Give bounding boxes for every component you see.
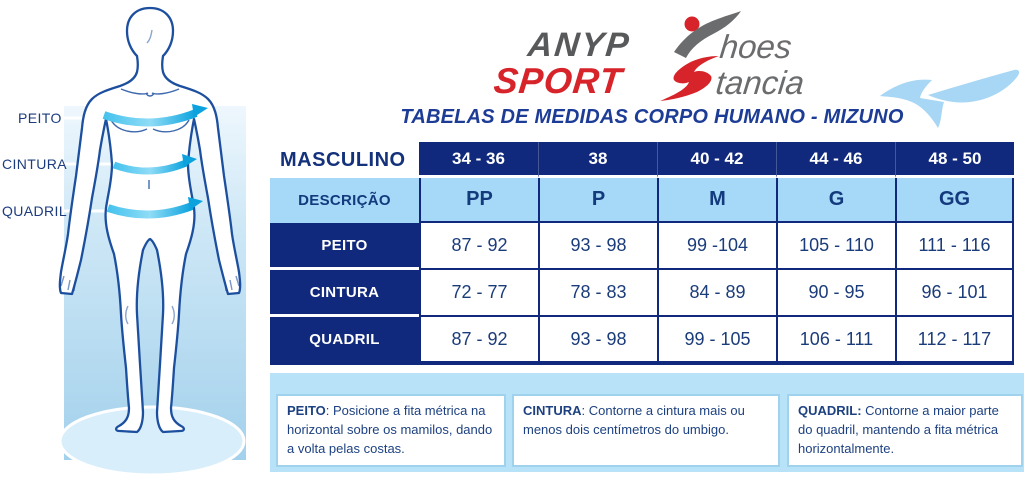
size-letter-cell: P — [538, 178, 657, 223]
size-number-cell: 48 - 50 — [895, 142, 1014, 178]
body-figure-panel: PEITO CINTURA QUADRIL — [0, 0, 270, 479]
table-cell: 93 - 98 — [538, 317, 657, 365]
table-cell: 84 - 89 — [657, 270, 776, 317]
table-description-header: DESCRIÇÃO — [270, 178, 419, 223]
note-hip-text: Contorne a maior parte do quadril, mante… — [798, 403, 999, 456]
table-cell: 99 - 105 — [657, 317, 776, 365]
table-row-label: QUADRIL — [270, 317, 419, 365]
figure-label-hip: QUADRIL — [2, 203, 68, 219]
table-cell: 87 - 92 — [419, 317, 538, 365]
table-cell: 99 -104 — [657, 223, 776, 270]
brand-logo: ANYP hoes SPORT tancia — [480, 6, 830, 110]
note-hip-label: QUADRIL: — [798, 403, 862, 418]
body-detail-lines — [60, 29, 240, 325]
note-chest-text: : Posicione a fita métrica na horizontal… — [287, 403, 493, 456]
table-cell: 111 - 116 — [895, 223, 1014, 270]
size-letter-cell: PP — [419, 178, 538, 223]
table-cell: 96 - 101 — [895, 270, 1014, 317]
figure-label-chest: PEITO — [18, 110, 62, 126]
hip-measuring-tape-icon — [106, 197, 203, 219]
table-cell: 78 - 83 — [538, 270, 657, 317]
note-chest: PEITO: Posicione a fita métrica na horiz… — [276, 394, 506, 467]
note-waist-label: CINTURA — [523, 403, 582, 418]
instructions-strip: PEITO: Posicione a fita métrica na horiz… — [270, 373, 1024, 472]
chest-measuring-tape-icon — [102, 104, 208, 127]
note-waist-text: : Contorne a cintura mais ou menos dois … — [523, 403, 745, 437]
size-number-cell: 40 - 42 — [657, 142, 776, 178]
floor-ellipse — [58, 405, 246, 477]
table-cell: 106 - 111 — [776, 317, 895, 365]
table-row-label: PEITO — [270, 223, 419, 270]
waist-measuring-tape-icon — [112, 154, 197, 175]
size-letter-cell: GG — [895, 178, 1014, 223]
table-row-label: CINTURA — [270, 270, 419, 317]
note-chest-label: PEITO — [287, 403, 326, 418]
note-hip: QUADRIL: Contorne a maior parte do quadr… — [787, 394, 1023, 467]
figure-label-waist: CINTURA — [2, 156, 68, 172]
size-letter-cell: M — [657, 178, 776, 223]
mizuno-logo-icon — [880, 69, 1020, 128]
note-waist: CINTURA: Contorne a cintura mais ou meno… — [512, 394, 780, 467]
table-cell: 93 - 98 — [538, 223, 657, 270]
size-number-cell: 44 - 46 — [776, 142, 895, 178]
table-cell: 72 - 77 — [419, 270, 538, 317]
table-cell: 105 - 110 — [776, 223, 895, 270]
size-number-cell: 34 - 36 — [419, 142, 538, 178]
page-title: TABELAS DE MEDIDAS CORPO HUMANO - MIZUNO — [400, 106, 904, 128]
size-table: MASCULINO 34 - 36 38 40 - 42 44 - 46 48 … — [270, 142, 1014, 365]
size-number-cell: 38 — [538, 142, 657, 178]
table-cell: 87 - 92 — [419, 223, 538, 270]
male-body-illustration — [58, 6, 246, 477]
runner-icon — [660, 11, 741, 101]
size-letter-cell: G — [776, 178, 895, 223]
table-cell: 90 - 95 — [776, 270, 895, 317]
table-gender-header: MASCULINO — [270, 142, 419, 178]
table-cell: 112 - 117 — [895, 317, 1014, 365]
brand-word-sport: SPORT — [491, 60, 625, 101]
